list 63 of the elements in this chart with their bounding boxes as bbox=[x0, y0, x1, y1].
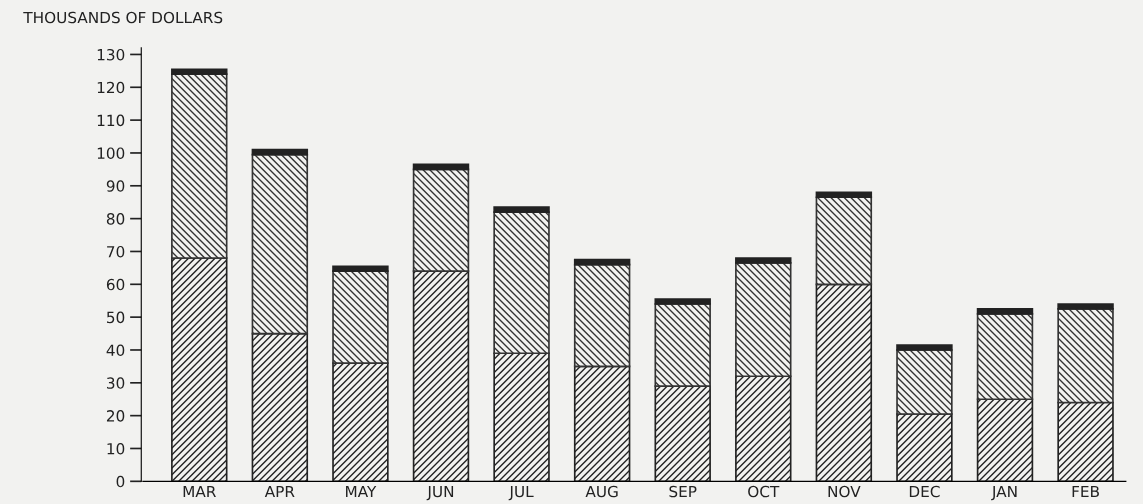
bar bbox=[332, 362, 389, 482]
bar bbox=[735, 257, 792, 264]
x-tick-label: JUN bbox=[426, 485, 454, 501]
bar bbox=[171, 257, 228, 482]
x-tick-label: DEC bbox=[909, 485, 940, 498]
bar bbox=[896, 349, 953, 415]
bar bbox=[1057, 308, 1114, 404]
bar bbox=[493, 352, 550, 482]
bar bbox=[1057, 401, 1114, 482]
bar bbox=[896, 344, 953, 351]
bar bbox=[735, 262, 792, 378]
x-tick-label: JAN bbox=[991, 485, 1017, 501]
bar bbox=[654, 385, 711, 482]
bar bbox=[412, 168, 470, 273]
x-tick-label: NOV bbox=[828, 485, 861, 498]
x-tick-label: OCT bbox=[748, 485, 780, 498]
bar bbox=[976, 398, 1034, 482]
y-tick-label: 100 bbox=[97, 147, 125, 159]
y-tick-label: 110 bbox=[97, 114, 125, 127]
bar bbox=[1057, 303, 1114, 310]
bar bbox=[493, 206, 550, 213]
y-tick-label: 0 bbox=[116, 475, 125, 488]
bar bbox=[251, 148, 309, 156]
bar bbox=[896, 413, 953, 482]
bar bbox=[654, 298, 711, 305]
bar bbox=[815, 283, 873, 482]
bar bbox=[573, 263, 631, 368]
y-tick-label: 40 bbox=[106, 344, 125, 356]
x-tick-label: AUG bbox=[585, 485, 618, 498]
bar bbox=[493, 211, 550, 355]
y-tick-label: 120 bbox=[97, 81, 125, 94]
bar bbox=[171, 68, 228, 75]
y-tick-label: 130 bbox=[97, 48, 125, 61]
bar bbox=[412, 163, 470, 171]
bar bbox=[815, 196, 873, 286]
x-tick-label: SEP bbox=[669, 485, 697, 498]
bar bbox=[332, 270, 389, 364]
bar bbox=[332, 265, 389, 273]
x-tick-label: MAY bbox=[346, 485, 377, 498]
bar bbox=[171, 73, 228, 259]
bar bbox=[573, 365, 631, 482]
x-tick-label: MAR bbox=[183, 485, 216, 498]
y-tick-label: 70 bbox=[107, 245, 125, 258]
y-tick-label: 80 bbox=[106, 213, 125, 225]
bar bbox=[654, 303, 711, 387]
x-tick-label: FEB bbox=[1072, 485, 1099, 498]
bar bbox=[412, 270, 470, 482]
bar bbox=[573, 258, 631, 266]
bar bbox=[251, 153, 309, 335]
x-tick-label: JUL bbox=[508, 485, 534, 501]
bar bbox=[976, 313, 1034, 401]
bar bbox=[251, 332, 309, 482]
y-tick-label: 50 bbox=[107, 311, 125, 324]
y-tick-label: 30 bbox=[107, 377, 125, 389]
bar bbox=[735, 375, 792, 482]
y-tick-label: 10 bbox=[107, 442, 125, 455]
y-axis-title: THOUSANDS OF DOLLARS bbox=[23, 11, 223, 24]
y-tick-label: 60 bbox=[106, 278, 125, 291]
y-tick-label: 90 bbox=[106, 180, 125, 192]
x-tick-label: APR bbox=[264, 485, 295, 498]
y-tick-label: 20 bbox=[106, 410, 125, 422]
bar bbox=[976, 308, 1034, 315]
bar bbox=[815, 191, 873, 199]
